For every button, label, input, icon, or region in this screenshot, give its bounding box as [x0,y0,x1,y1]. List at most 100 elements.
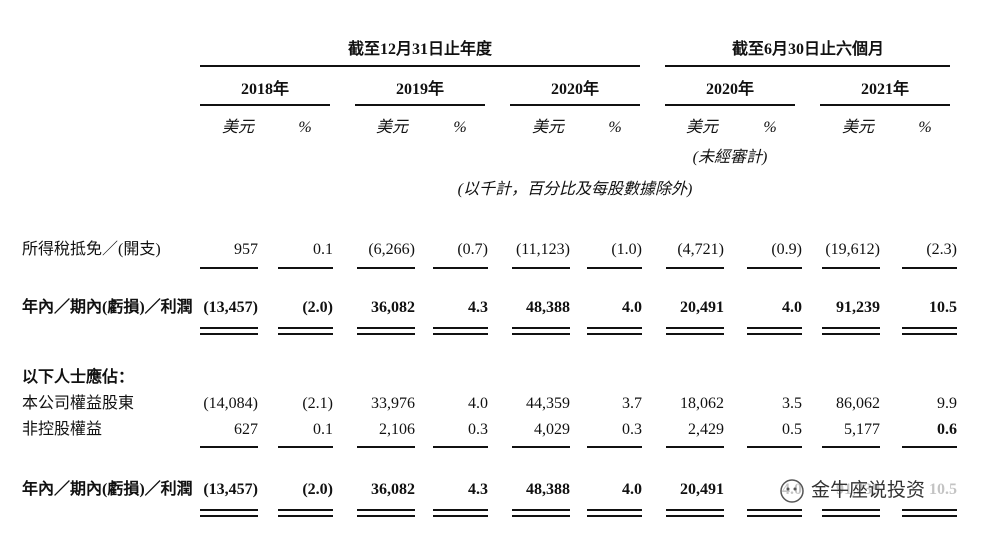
cell: 91,239 [836,299,880,316]
year-header: 2019年 [395,81,445,98]
year-header: 2020年 [550,81,600,98]
rule [902,509,957,511]
cell: 4.0 [782,299,802,316]
row-label: 本公司權益股東 [22,395,135,412]
cell: (0.9) [771,241,802,258]
rule [510,104,640,106]
group-header: 截至6月30日止六個月 [731,41,885,58]
rule [665,65,950,67]
unit-header: % [298,119,312,136]
cell: 20,491 [680,481,724,498]
rule [357,267,415,269]
cell: 4.3 [468,299,488,316]
rule [357,515,415,517]
rule [666,509,724,511]
cell: (11,123) [515,241,570,258]
cell: 9.9 [937,395,957,412]
cell: 10.5 [929,299,957,316]
rule [666,515,724,517]
rule [278,333,333,335]
cell: 4.3 [468,481,488,498]
rule [587,267,642,269]
rule [433,267,488,269]
rule [433,333,488,335]
row-label: 年內／期內(虧損)／利潤 [22,299,193,316]
rule [902,327,957,329]
cell: (4,721) [677,241,724,258]
rule [278,515,333,517]
cell: (2.3) [926,241,957,258]
rule [357,509,415,511]
rule [200,515,258,517]
rule [512,267,570,269]
unit-header: 美元 [841,119,875,136]
cell: 4,029 [534,421,570,438]
cell: 0.5 [782,421,802,438]
rule [587,327,642,329]
rule [433,446,488,448]
unit-header: % [918,119,932,136]
rule [822,446,880,448]
cell: 48,388 [526,299,570,316]
rule [200,446,258,448]
cell: 3.7 [622,395,642,412]
rule [822,509,880,511]
year-header: 2018年 [240,81,290,98]
cell: 0.6 [937,421,957,438]
group-header: 截至12月31日止年度 [347,41,493,58]
year-header: 2020年 [705,81,755,98]
rule [587,515,642,517]
rule [278,509,333,511]
cell: 4.0 [622,481,642,498]
unit-header: 美元 [685,119,719,136]
rule [200,327,258,329]
cell: 957 [234,241,258,258]
rule [666,267,724,269]
cell: 18,062 [680,395,724,412]
rule [512,327,570,329]
cell: (0.7) [457,241,488,258]
rule [747,333,802,335]
cell: 2,106 [379,421,415,438]
rule [666,333,724,335]
cell: 0.1 [313,241,333,258]
unit-header: 美元 [221,119,255,136]
cell: 0.3 [622,421,642,438]
rule [512,446,570,448]
cell: 0.1 [313,421,333,438]
watermark: 金牛座说投资 [775,476,960,506]
rule [902,267,957,269]
rule [666,327,724,329]
cell: 0.3 [468,421,488,438]
cell: 36,082 [371,299,415,316]
cell: (14,084) [203,395,258,412]
year-header: 2021年 [860,81,910,98]
cell: 33,976 [371,395,415,412]
unaudited-note: (未經審計) [692,149,768,166]
rule [747,509,802,511]
cell: 4.0 [468,395,488,412]
rule [357,333,415,335]
cell: (2.1) [302,395,333,412]
cell: 3.5 [782,395,802,412]
cell: 20,491 [680,299,724,316]
cell: (19,612) [825,241,880,258]
rule [587,446,642,448]
row-label: 年內／期內(虧損)／利潤 [22,481,193,498]
rule [200,65,640,67]
rule [822,327,880,329]
unit-header: % [763,119,777,136]
row-label: 所得稅抵免／(開支) [22,241,161,258]
rule [822,515,880,517]
watermark-text: 金牛座说投资 [811,479,926,501]
rule [200,333,258,335]
cell: (1.0) [611,241,642,258]
rule [747,327,802,329]
cell: (2.0) [302,299,333,316]
rule [200,267,258,269]
rule [357,327,415,329]
cell: (13,457) [203,481,258,498]
rule [747,515,802,517]
rule [278,327,333,329]
rule [433,509,488,511]
